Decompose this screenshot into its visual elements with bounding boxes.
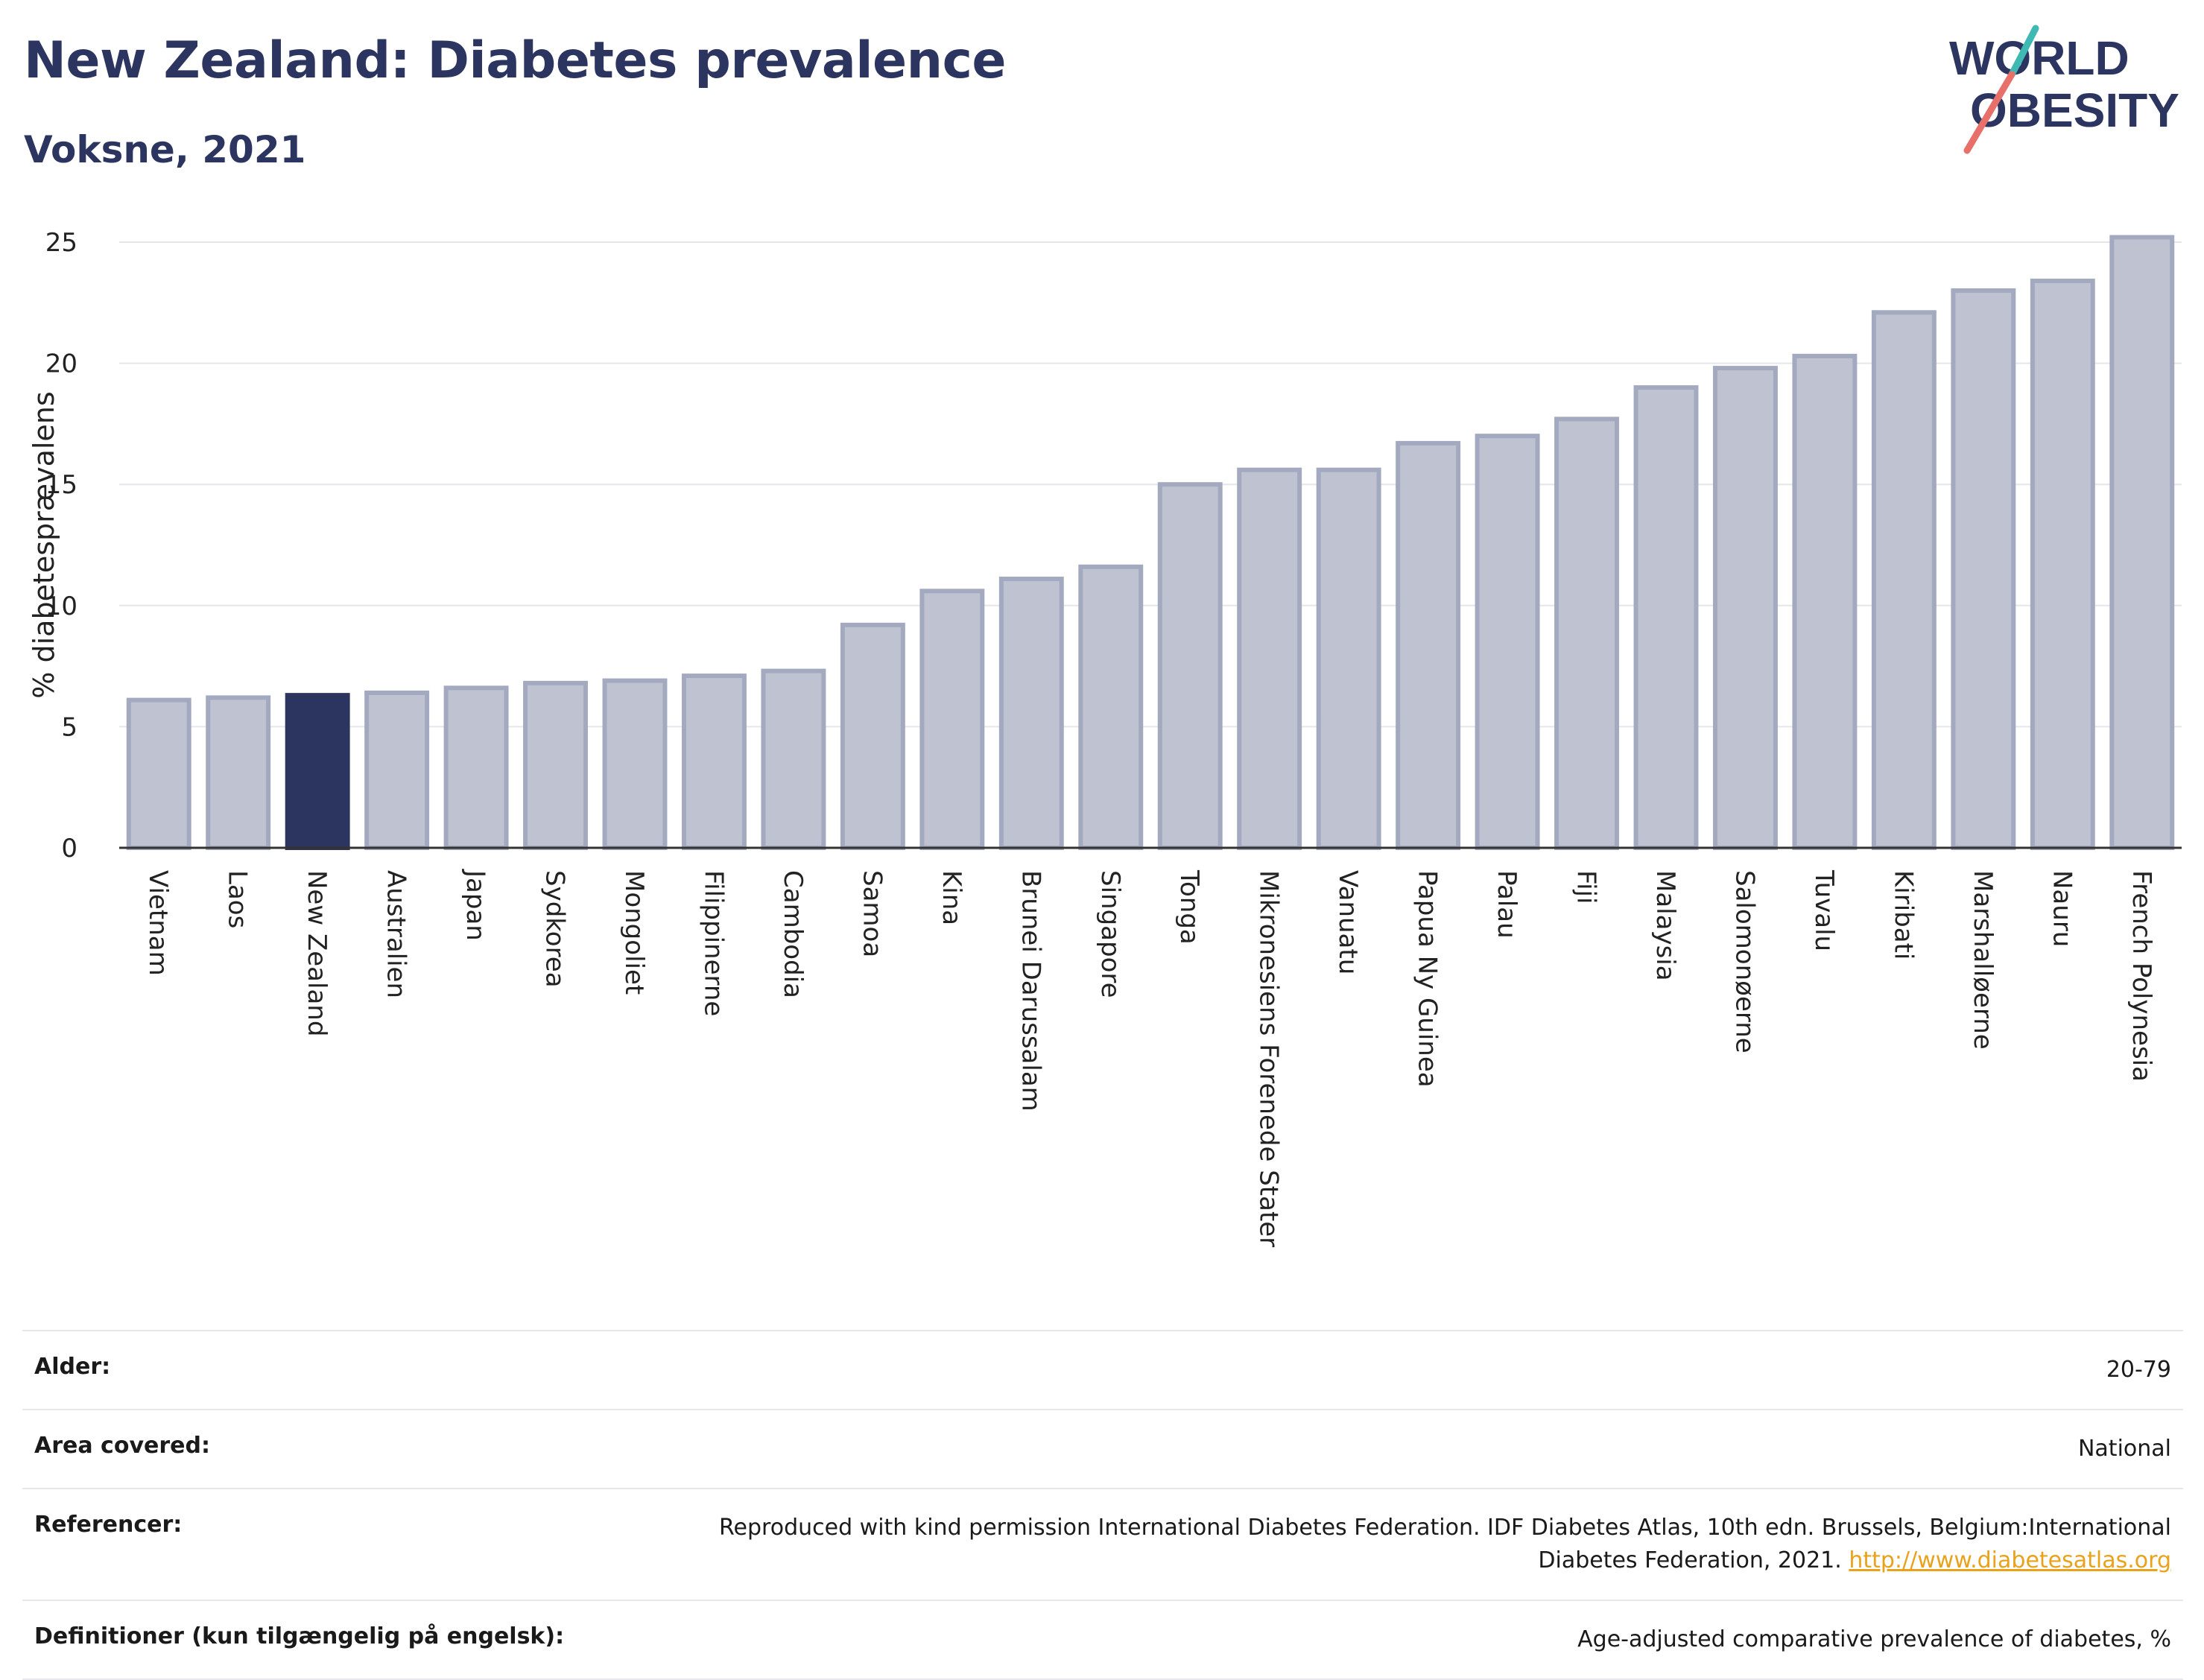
- y-tick-label: 25: [45, 228, 77, 258]
- meta-value-references: Reproduced with kind permission Internat…: [644, 1512, 2171, 1577]
- bar: [1396, 440, 1461, 850]
- bar: [761, 668, 826, 850]
- bar-highlight: [285, 693, 350, 851]
- x-tick-label: Fiji: [1571, 870, 1601, 904]
- bar: [1316, 467, 1381, 850]
- bar: [840, 622, 905, 850]
- meta-row-definitions: Definitioner (kun tilgængelig på engelsk…: [22, 1600, 2183, 1680]
- bar: [1157, 482, 1223, 850]
- logo-line1: WORLD: [1949, 31, 2129, 85]
- bar: [1713, 366, 1778, 850]
- chart-title: New Zealand: Diabetes prevalence: [24, 31, 1007, 90]
- bar: [2030, 279, 2095, 851]
- bar: [1475, 434, 1540, 850]
- bar: [682, 673, 747, 850]
- x-tick-label: Kiribati: [1888, 870, 1918, 960]
- bar: [1871, 310, 1937, 851]
- meta-value: Age-adjusted comparative prevalence of d…: [1577, 1626, 2171, 1652]
- diabetes-atlas-link[interactable]: http://www.diabetesatlas.org: [1849, 1547, 2171, 1573]
- meta-value: National: [2077, 1436, 2171, 1462]
- y-tick-label: 20: [45, 349, 77, 379]
- bar: [1951, 288, 2016, 851]
- x-tick-label: Vietnam: [143, 870, 173, 976]
- bar: [1792, 353, 1858, 850]
- x-tick-label: Kina: [937, 870, 966, 925]
- bar: [523, 680, 588, 851]
- x-tick-label: Samoa: [857, 870, 887, 957]
- x-tick-label: Tonga: [1174, 869, 1204, 945]
- bar: [1633, 385, 1699, 850]
- bar: [206, 695, 271, 850]
- meta-row-age: Alder: 20-79: [22, 1330, 2183, 1409]
- x-tick-label: Salomonøerne: [1729, 870, 1759, 1053]
- x-tick-label: Sydkorea: [540, 870, 570, 988]
- x-tick-label: Malaysia: [1650, 870, 1680, 981]
- chart-subtitle: Voksne, 2021: [24, 128, 306, 171]
- bar-chart: 0 5 10 15 20 25 % diabetesprævalens Vietnam Laos…: [28, 228, 2182, 1247]
- metadata-table: Alder: 20-79 Area covered: National Refe…: [22, 1330, 2183, 1680]
- x-tick-label: Singapore: [1095, 870, 1125, 998]
- x-tick-label: Marshalløerne: [1968, 870, 1998, 1050]
- x-tick-label: Tuvalu: [1809, 869, 1839, 951]
- bar: [998, 577, 1064, 850]
- bar: [1237, 467, 1302, 850]
- meta-key: Referencer:: [34, 1512, 183, 1538]
- y-tick-label: 0: [61, 834, 77, 863]
- bar: [2109, 235, 2175, 851]
- x-tick-label: Cambodia: [778, 870, 808, 998]
- x-tick-label: Mikronesiens Forenede Stater: [1254, 870, 1284, 1247]
- x-tick-label: Mongoliet: [619, 870, 649, 995]
- bar: [443, 685, 509, 850]
- x-tick-label: Australien: [381, 870, 411, 998]
- bar: [602, 678, 668, 850]
- x-tick-label: Laos: [223, 870, 253, 928]
- x-tick-label: New Zealand: [302, 870, 332, 1036]
- reference-text: Reproduced with kind permission Internat…: [719, 1515, 2171, 1573]
- bar: [126, 697, 191, 850]
- y-axis-label: % diabetesprævalens: [28, 391, 60, 698]
- x-tick-label: French Polynesia: [2127, 870, 2156, 1082]
- logo-slash-red: [1963, 71, 2015, 154]
- bar: [919, 589, 985, 851]
- y-tick-label: 5: [61, 712, 77, 742]
- world-obesity-logo[interactable]: WORLD OBESITY: [1937, 22, 2191, 156]
- meta-row-references: Referencer: Reproduced with kind permiss…: [22, 1488, 2183, 1600]
- y-tick-label: 10: [45, 592, 77, 621]
- meta-row-area: Area covered: National: [22, 1409, 2183, 1488]
- y-tick-label: 15: [45, 470, 77, 500]
- x-tick-label: Papua Ny Guinea: [1413, 870, 1443, 1088]
- x-tick-label: Nauru: [2047, 870, 2077, 947]
- bar: [364, 690, 430, 851]
- x-tick-label: Japan: [460, 869, 490, 941]
- meta-key: Alder:: [34, 1354, 111, 1380]
- logo-slash-teal: [2008, 25, 2039, 78]
- meta-key: Definitioner (kun tilgængelig på engelsk…: [34, 1623, 565, 1649]
- bar: [1078, 564, 1144, 850]
- meta-key: Area covered:: [34, 1433, 210, 1459]
- x-tick-label: Vanuatu: [1333, 870, 1363, 974]
- x-tick-label: Brunei Darussalam: [1016, 870, 1045, 1112]
- x-tick-label: Palau: [1492, 870, 1521, 939]
- bar: [1554, 416, 1619, 850]
- x-tick-label: Filippinerne: [698, 870, 728, 1016]
- meta-value: 20-79: [2106, 1357, 2171, 1383]
